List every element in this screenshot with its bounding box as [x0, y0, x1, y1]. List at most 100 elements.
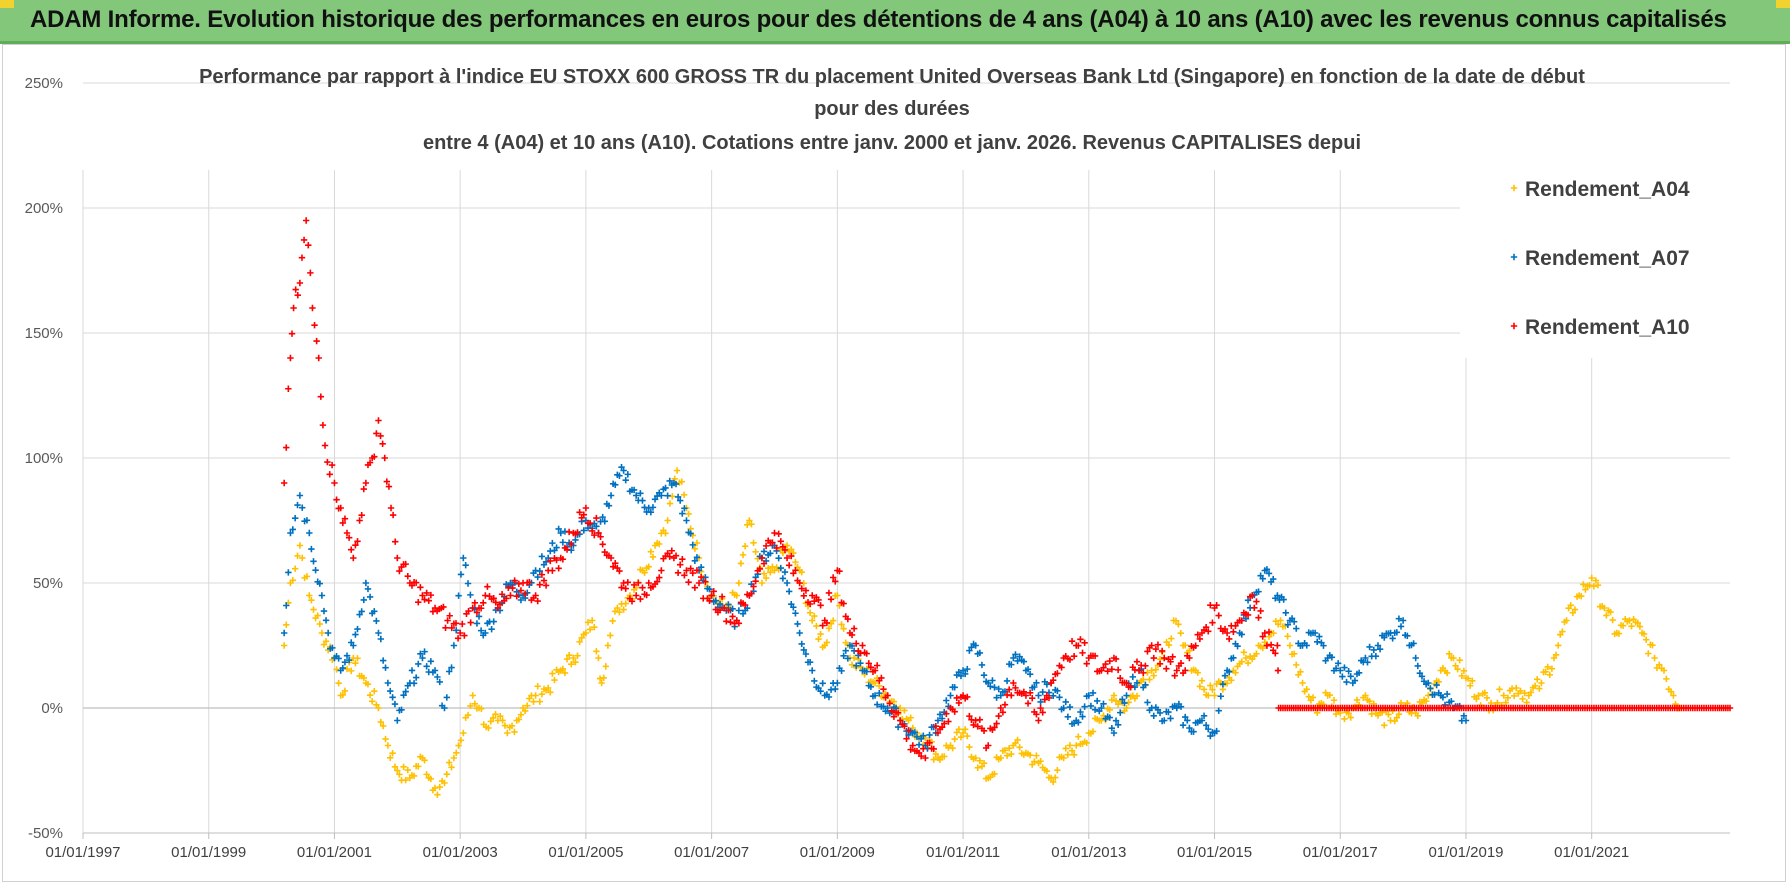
data-point [1213, 727, 1220, 735]
data-point [1043, 681, 1051, 688]
data-point [1469, 677, 1476, 684]
data-point [591, 624, 598, 631]
data-point [532, 592, 539, 599]
data-point [978, 661, 986, 669]
data-point [825, 693, 833, 701]
data-point [1370, 646, 1377, 654]
data-point [1003, 677, 1011, 685]
data-point [1412, 654, 1419, 662]
data-point [467, 619, 474, 626]
data-point [980, 672, 988, 679]
data-point [1249, 592, 1256, 599]
data-point [490, 618, 497, 625]
data-point [624, 579, 632, 586]
data-point [299, 554, 306, 562]
data-point [964, 665, 971, 673]
data-point [604, 642, 612, 649]
data-point [1163, 665, 1170, 672]
data-point [1414, 662, 1421, 670]
data-point [970, 721, 977, 729]
data-point [469, 692, 476, 699]
data-point [1217, 693, 1225, 700]
data-point [815, 635, 822, 643]
data-point [725, 601, 732, 608]
data-point [360, 485, 367, 493]
data-point [440, 603, 447, 611]
data-point [565, 652, 573, 659]
data-point [456, 629, 464, 637]
data-point [612, 481, 619, 488]
data-point [1393, 714, 1401, 721]
data-point [339, 664, 347, 672]
data-point [1466, 682, 1474, 689]
data-point [586, 520, 594, 527]
data-point [455, 592, 462, 599]
data-point [316, 580, 323, 587]
data-point [1211, 692, 1218, 699]
data-point [838, 621, 845, 628]
data-point [1284, 621, 1292, 628]
data-point [1651, 654, 1658, 662]
data-point [333, 496, 340, 503]
data-point [829, 574, 837, 581]
data-point [402, 688, 409, 695]
data-point [853, 662, 860, 669]
data-point [1345, 668, 1352, 675]
data-point [873, 701, 881, 708]
data-point [538, 691, 546, 698]
data-point [345, 534, 353, 541]
data-point [312, 566, 319, 574]
data-point [593, 523, 600, 530]
data-point [489, 714, 497, 722]
data-point [800, 592, 808, 600]
data-point [384, 679, 392, 687]
data-point [1240, 649, 1248, 656]
data-point [985, 742, 992, 749]
data-point [951, 735, 958, 743]
series-Rendement_A04 [280, 467, 1683, 798]
data-point [423, 589, 430, 597]
data-point [1277, 617, 1284, 624]
data-point [464, 711, 472, 719]
data-point [1450, 654, 1457, 662]
data-point [609, 617, 616, 625]
data-point [455, 742, 462, 749]
data-point [741, 543, 749, 550]
data-point [679, 556, 686, 563]
data-point [1152, 645, 1160, 653]
data-point [809, 592, 816, 599]
data-point [1140, 669, 1147, 677]
data-point [647, 509, 655, 516]
data-point [758, 554, 766, 562]
data-point [614, 604, 621, 612]
data-point [1288, 615, 1296, 622]
data-point [1052, 774, 1059, 781]
data-point [968, 644, 975, 651]
data-point [616, 608, 623, 616]
data-point [1056, 694, 1063, 701]
data-point [737, 560, 745, 567]
data-point [1219, 681, 1227, 688]
data-point [1215, 707, 1222, 714]
data-point [354, 625, 361, 633]
data-point [664, 550, 671, 557]
data-point [280, 479, 288, 487]
data-point [1205, 628, 1212, 635]
data-point [999, 709, 1007, 716]
data-point [321, 442, 329, 449]
data-point [415, 763, 422, 770]
data-point [1399, 617, 1407, 624]
legend-label: Rendement_A07 [1525, 247, 1690, 270]
data-point [880, 685, 887, 693]
data-point [1135, 667, 1143, 674]
data-point [783, 554, 791, 562]
data-point [1536, 685, 1543, 692]
data-point [296, 542, 304, 549]
data-point [909, 742, 916, 749]
x-tick-label: 01/01/1997 [45, 844, 120, 861]
data-point [322, 638, 330, 645]
data-point [371, 687, 378, 695]
data-point [507, 592, 514, 599]
data-point [379, 440, 386, 447]
data-point [1603, 612, 1610, 619]
